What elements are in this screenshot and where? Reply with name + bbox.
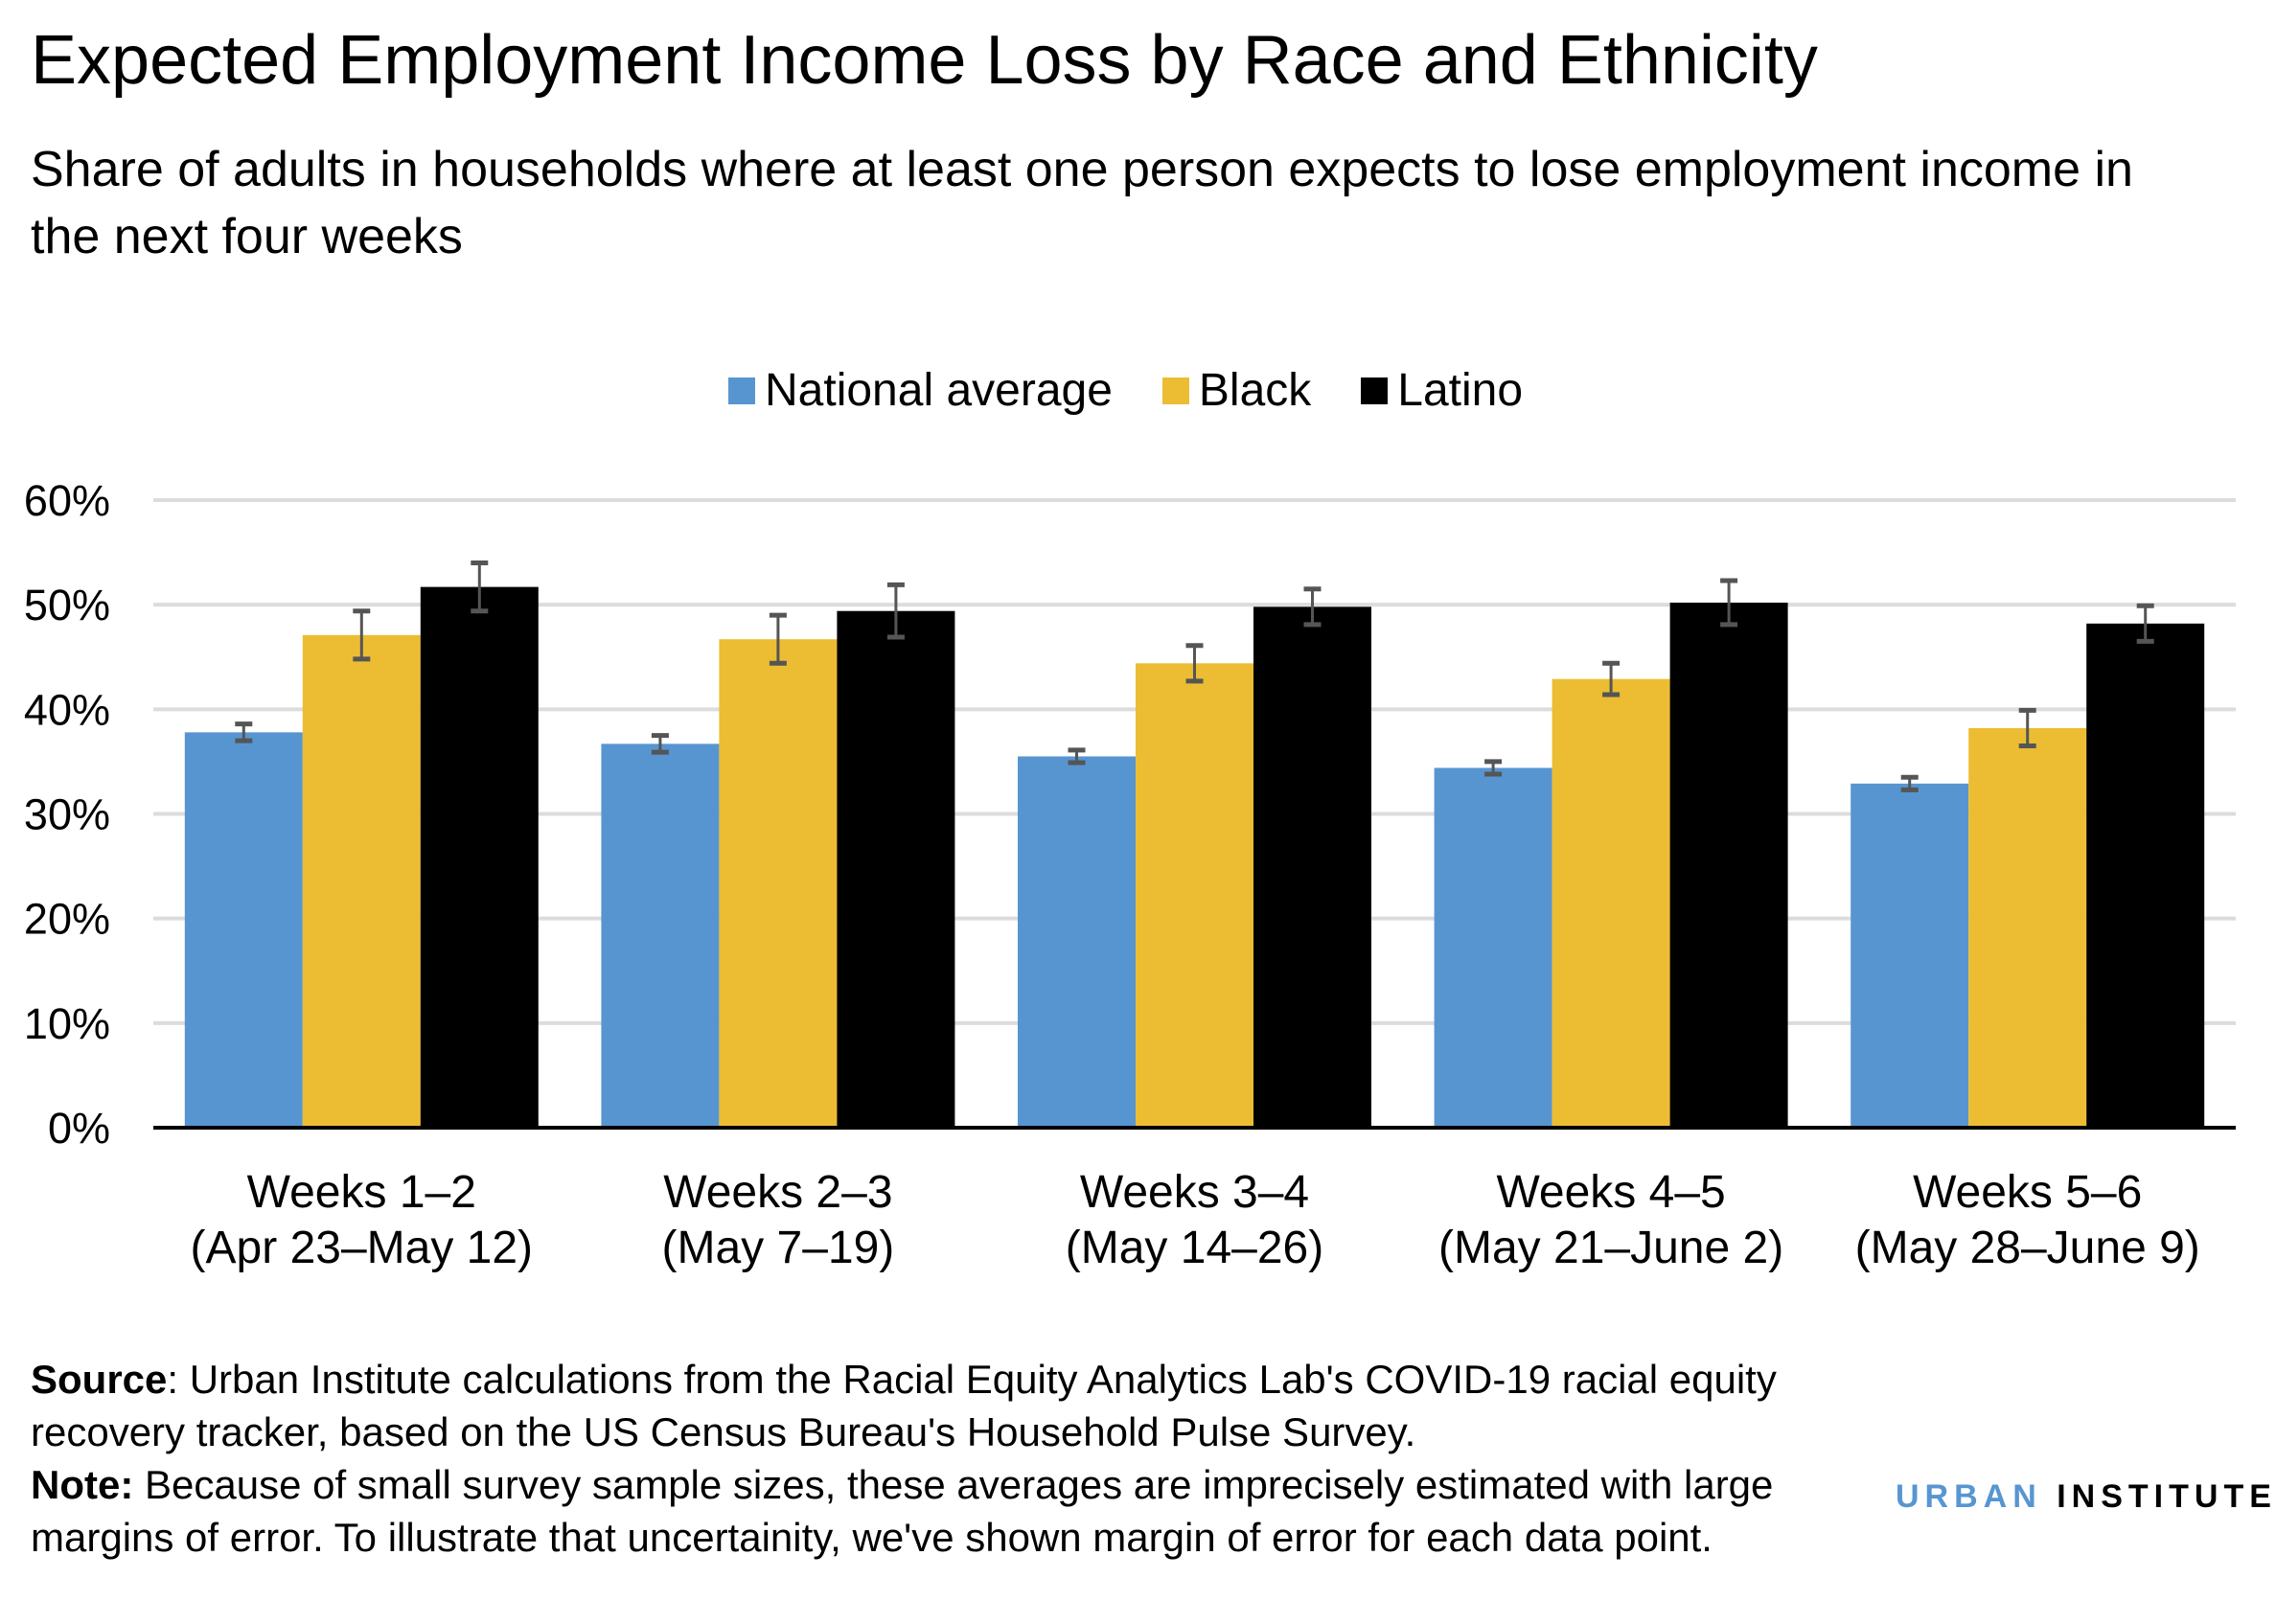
bar xyxy=(1136,663,1253,1128)
legend-label: Black xyxy=(1198,365,1312,416)
bar xyxy=(1018,756,1136,1128)
x-category-label: Weeks 3–4 xyxy=(1080,1167,1309,1218)
bar xyxy=(1669,602,1788,1128)
logo-urban: URBAN xyxy=(1896,1478,2042,1515)
x-category-label: Weeks 2–3 xyxy=(663,1167,892,1218)
source-note: Source: Urban Institute calculations fro… xyxy=(31,1353,1851,1458)
bar xyxy=(601,743,720,1128)
bar xyxy=(1253,606,1371,1128)
bar xyxy=(420,586,539,1128)
bar xyxy=(1968,727,2087,1128)
y-tick-label: 0% xyxy=(48,1104,110,1153)
note-text: Because of small survey sample sizes, th… xyxy=(31,1462,1774,1560)
bar xyxy=(184,732,303,1128)
bar xyxy=(837,610,955,1128)
x-category-label: (May 7–19) xyxy=(662,1223,895,1273)
note-label: Note: xyxy=(31,1462,134,1507)
legend-swatch xyxy=(1161,377,1189,404)
urban-institute-logo: URBAN INSTITUTE xyxy=(1896,1478,2276,1516)
x-category-label: Weeks 5–6 xyxy=(1913,1167,2142,1218)
source-label: Source xyxy=(31,1357,168,1402)
legend-item-national: National average xyxy=(728,364,1113,417)
bar xyxy=(1434,767,1552,1128)
legend: National average Black Latino xyxy=(728,364,1573,417)
x-category-label: (May 21–June 2) xyxy=(1438,1223,1783,1273)
footer-notes: Source: Urban Institute calculations fro… xyxy=(31,1353,1851,1564)
bar xyxy=(302,634,421,1128)
x-category-label: (May 14–26) xyxy=(1066,1223,1323,1273)
note: Note: Because of small survey sample siz… xyxy=(31,1458,1851,1564)
legend-swatch xyxy=(1361,377,1389,404)
legend-item-latino: Latino xyxy=(1361,364,1523,417)
y-tick-label: 50% xyxy=(24,581,110,629)
x-category-label: Weeks 1–2 xyxy=(247,1167,476,1218)
legend-item-black: Black xyxy=(1161,364,1312,417)
source-text: : Urban Institute calculations from the … xyxy=(31,1357,1777,1454)
chart-subtitle: Share of adults in households where at l… xyxy=(31,142,2133,264)
y-tick-label: 30% xyxy=(24,790,110,839)
y-tick-label: 20% xyxy=(24,895,110,944)
legend-swatch xyxy=(728,377,755,404)
y-tick-label: 10% xyxy=(24,999,110,1048)
logo-institute: INSTITUTE xyxy=(2057,1478,2276,1515)
y-tick-label: 60% xyxy=(24,476,110,525)
chart-title: Expected Employment Income Loss by Race … xyxy=(31,22,1818,99)
x-category-label: Weeks 4–5 xyxy=(1496,1167,1725,1218)
x-category-label: (Apr 23–May 12) xyxy=(191,1223,534,1273)
x-category-label: (May 28–June 9) xyxy=(1855,1223,2200,1273)
y-tick-label: 40% xyxy=(24,685,110,734)
legend-label: Latino xyxy=(1397,365,1524,416)
bar xyxy=(719,639,838,1128)
legend-label: National average xyxy=(765,365,1113,416)
bar xyxy=(1851,783,1969,1128)
bar xyxy=(2086,623,2205,1128)
bar xyxy=(1552,678,1670,1128)
